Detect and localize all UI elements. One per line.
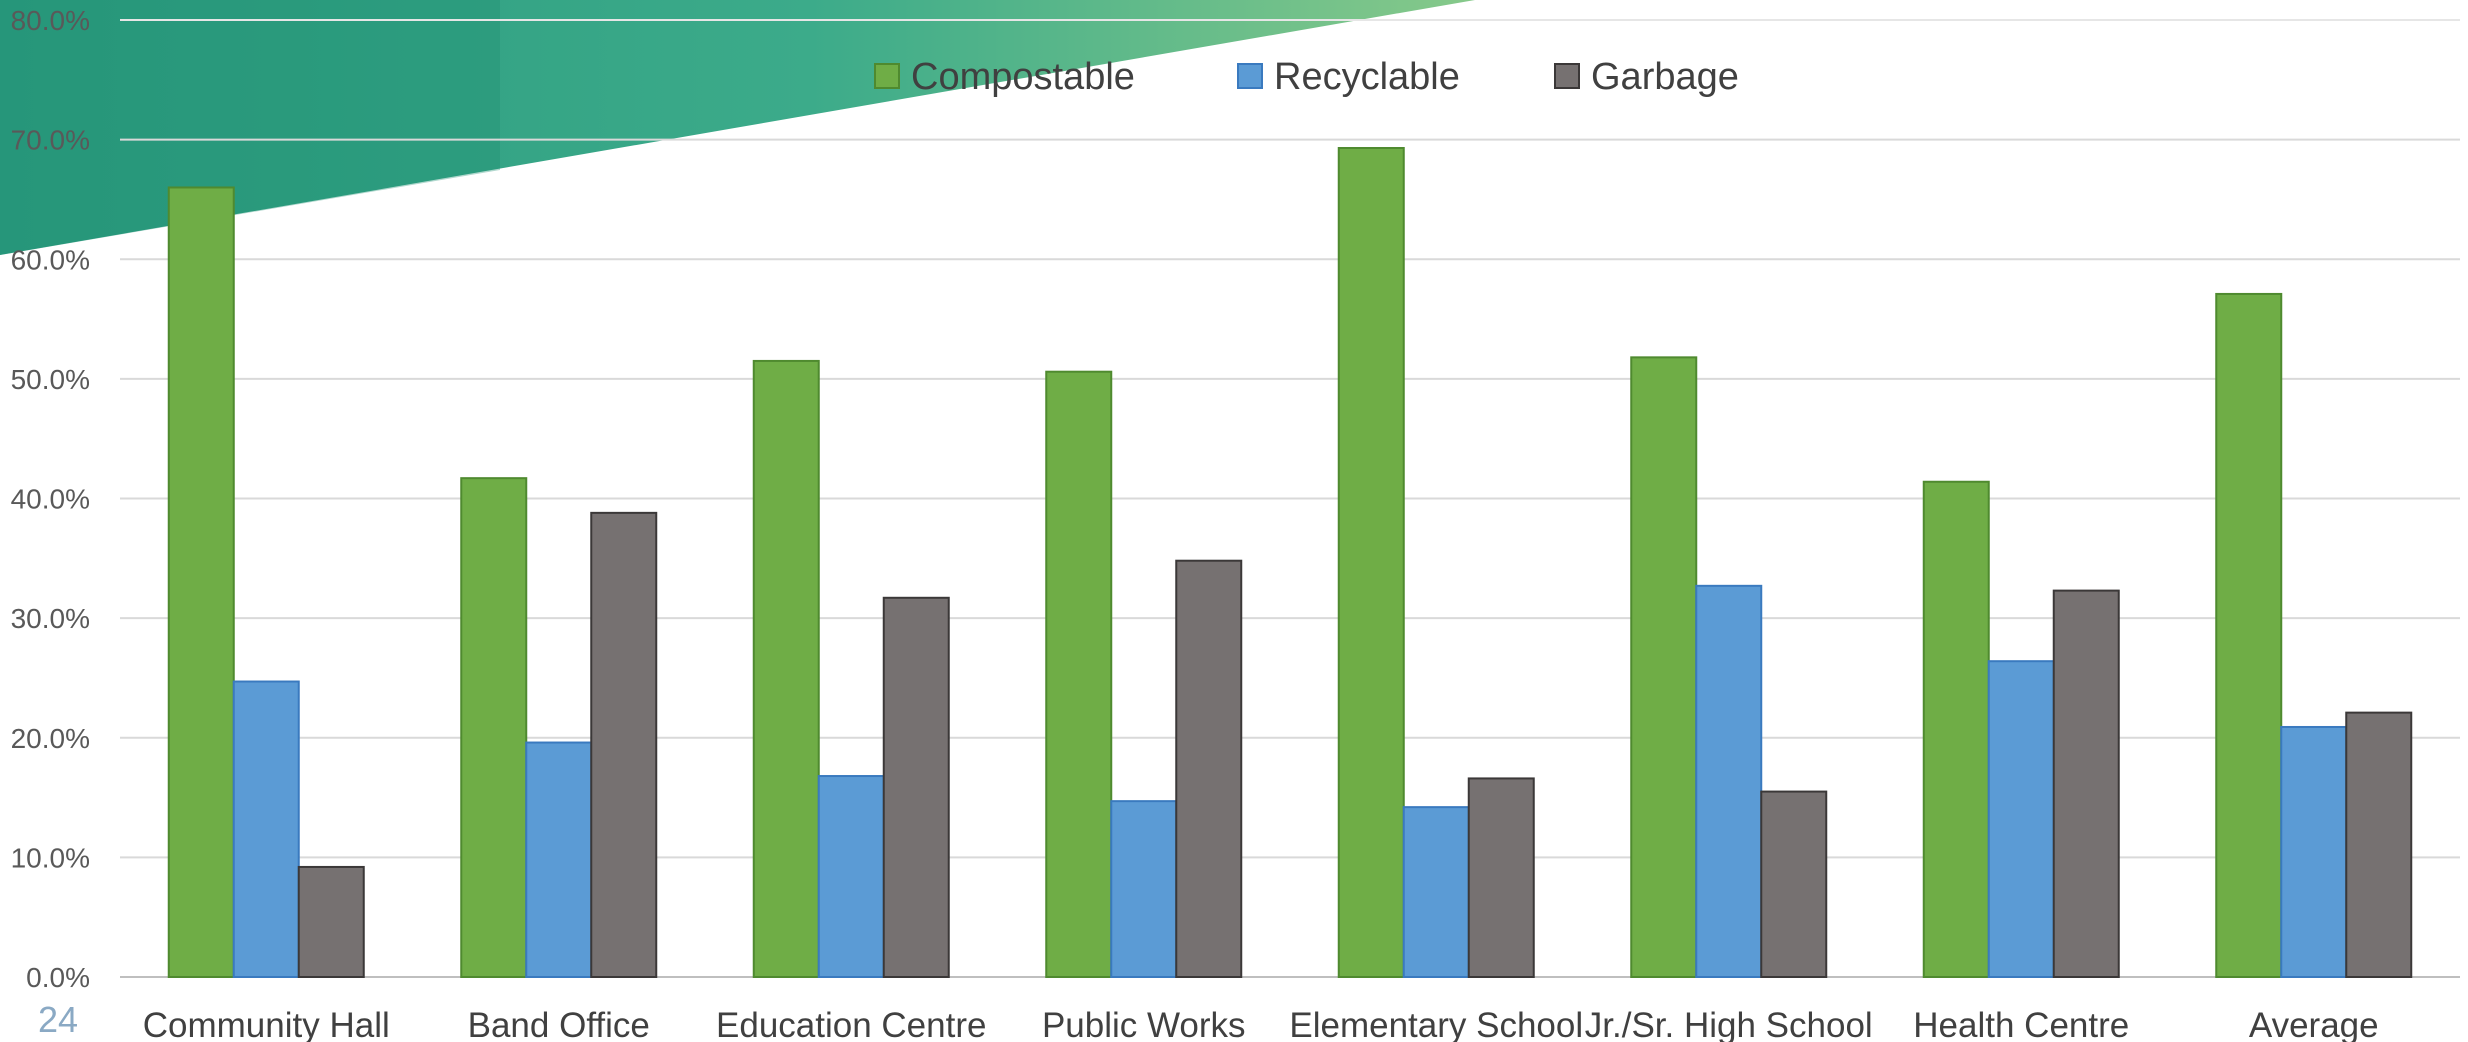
x-tick-label: Public Works	[1042, 1006, 1246, 1042]
decorative-banner	[0, 0, 1475, 255]
bars	[167, 146, 2413, 979]
y-tick-label: 70.0%	[11, 125, 90, 156]
x-tick-label: Health Centre	[1913, 1006, 2129, 1042]
y-axis: 0.0% 10.0% 20.0% 30.0% 40.0% 50.0% 60.0% 70.0% 8…	[11, 5, 90, 993]
bar-compostable	[1045, 370, 1113, 978]
bar-garbage	[1467, 777, 1535, 978]
legend-swatch-recyclable	[1237, 63, 1263, 89]
bar-recyclable	[232, 680, 300, 978]
bar-garbage	[590, 511, 658, 978]
bar-recyclable	[1987, 660, 2055, 978]
y-tick-label: 40.0%	[11, 484, 90, 515]
y-tick-label: 80.0%	[11, 5, 90, 36]
bar-garbage	[297, 865, 365, 979]
legend-label-recyclable: Recyclable	[1274, 56, 1460, 98]
bar-garbage	[2345, 711, 2413, 978]
bar-compostable	[1337, 146, 1405, 978]
bar-compostable	[1630, 356, 1698, 978]
bar-garbage	[1760, 790, 1828, 978]
y-tick-label: 60.0%	[11, 244, 90, 275]
bar-garbage	[882, 596, 950, 978]
y-tick-label: 10.0%	[11, 842, 90, 873]
y-tick-label: 50.0%	[11, 364, 90, 395]
y-tick-label: 0.0%	[26, 962, 90, 993]
legend-label-compostable: Compostable	[911, 56, 1135, 98]
bar-garbage	[1175, 559, 1243, 979]
x-tick-label: Band Office	[468, 1006, 650, 1042]
legend: Compostable Recyclable Garbage	[874, 56, 1739, 98]
bar-recyclable	[525, 741, 593, 978]
bar-recyclable	[817, 775, 885, 979]
bar-compostable	[167, 186, 235, 979]
legend-label-garbage: Garbage	[1591, 56, 1739, 98]
legend-swatch-compostable	[874, 63, 900, 89]
bar-compostable	[1922, 480, 1990, 978]
page-number: 24	[38, 999, 78, 1040]
x-tick-label: Community Hall	[143, 1006, 390, 1042]
legend-swatch-garbage	[1554, 63, 1580, 89]
x-tick-label: Jr./Sr. High School	[1585, 1006, 1873, 1042]
x-axis: Community Hall Band Office Education Centr…	[143, 1006, 2379, 1042]
bar-recyclable	[1402, 806, 1470, 978]
bar-compostable	[752, 359, 820, 978]
bar-recyclable	[1110, 800, 1178, 978]
y-tick-label: 30.0%	[11, 603, 90, 634]
bar-garbage	[2052, 589, 2120, 979]
y-tick-label: 20.0%	[11, 723, 90, 754]
x-tick-label: Average	[2249, 1006, 2379, 1042]
x-tick-label: Education Centre	[716, 1006, 986, 1042]
bar-compostable	[2215, 292, 2283, 979]
bar-compostable	[460, 477, 528, 978]
bar-recyclable	[1695, 584, 1763, 978]
bar-recyclable	[2280, 725, 2348, 979]
x-tick-label: Elementary School	[1289, 1006, 1583, 1042]
